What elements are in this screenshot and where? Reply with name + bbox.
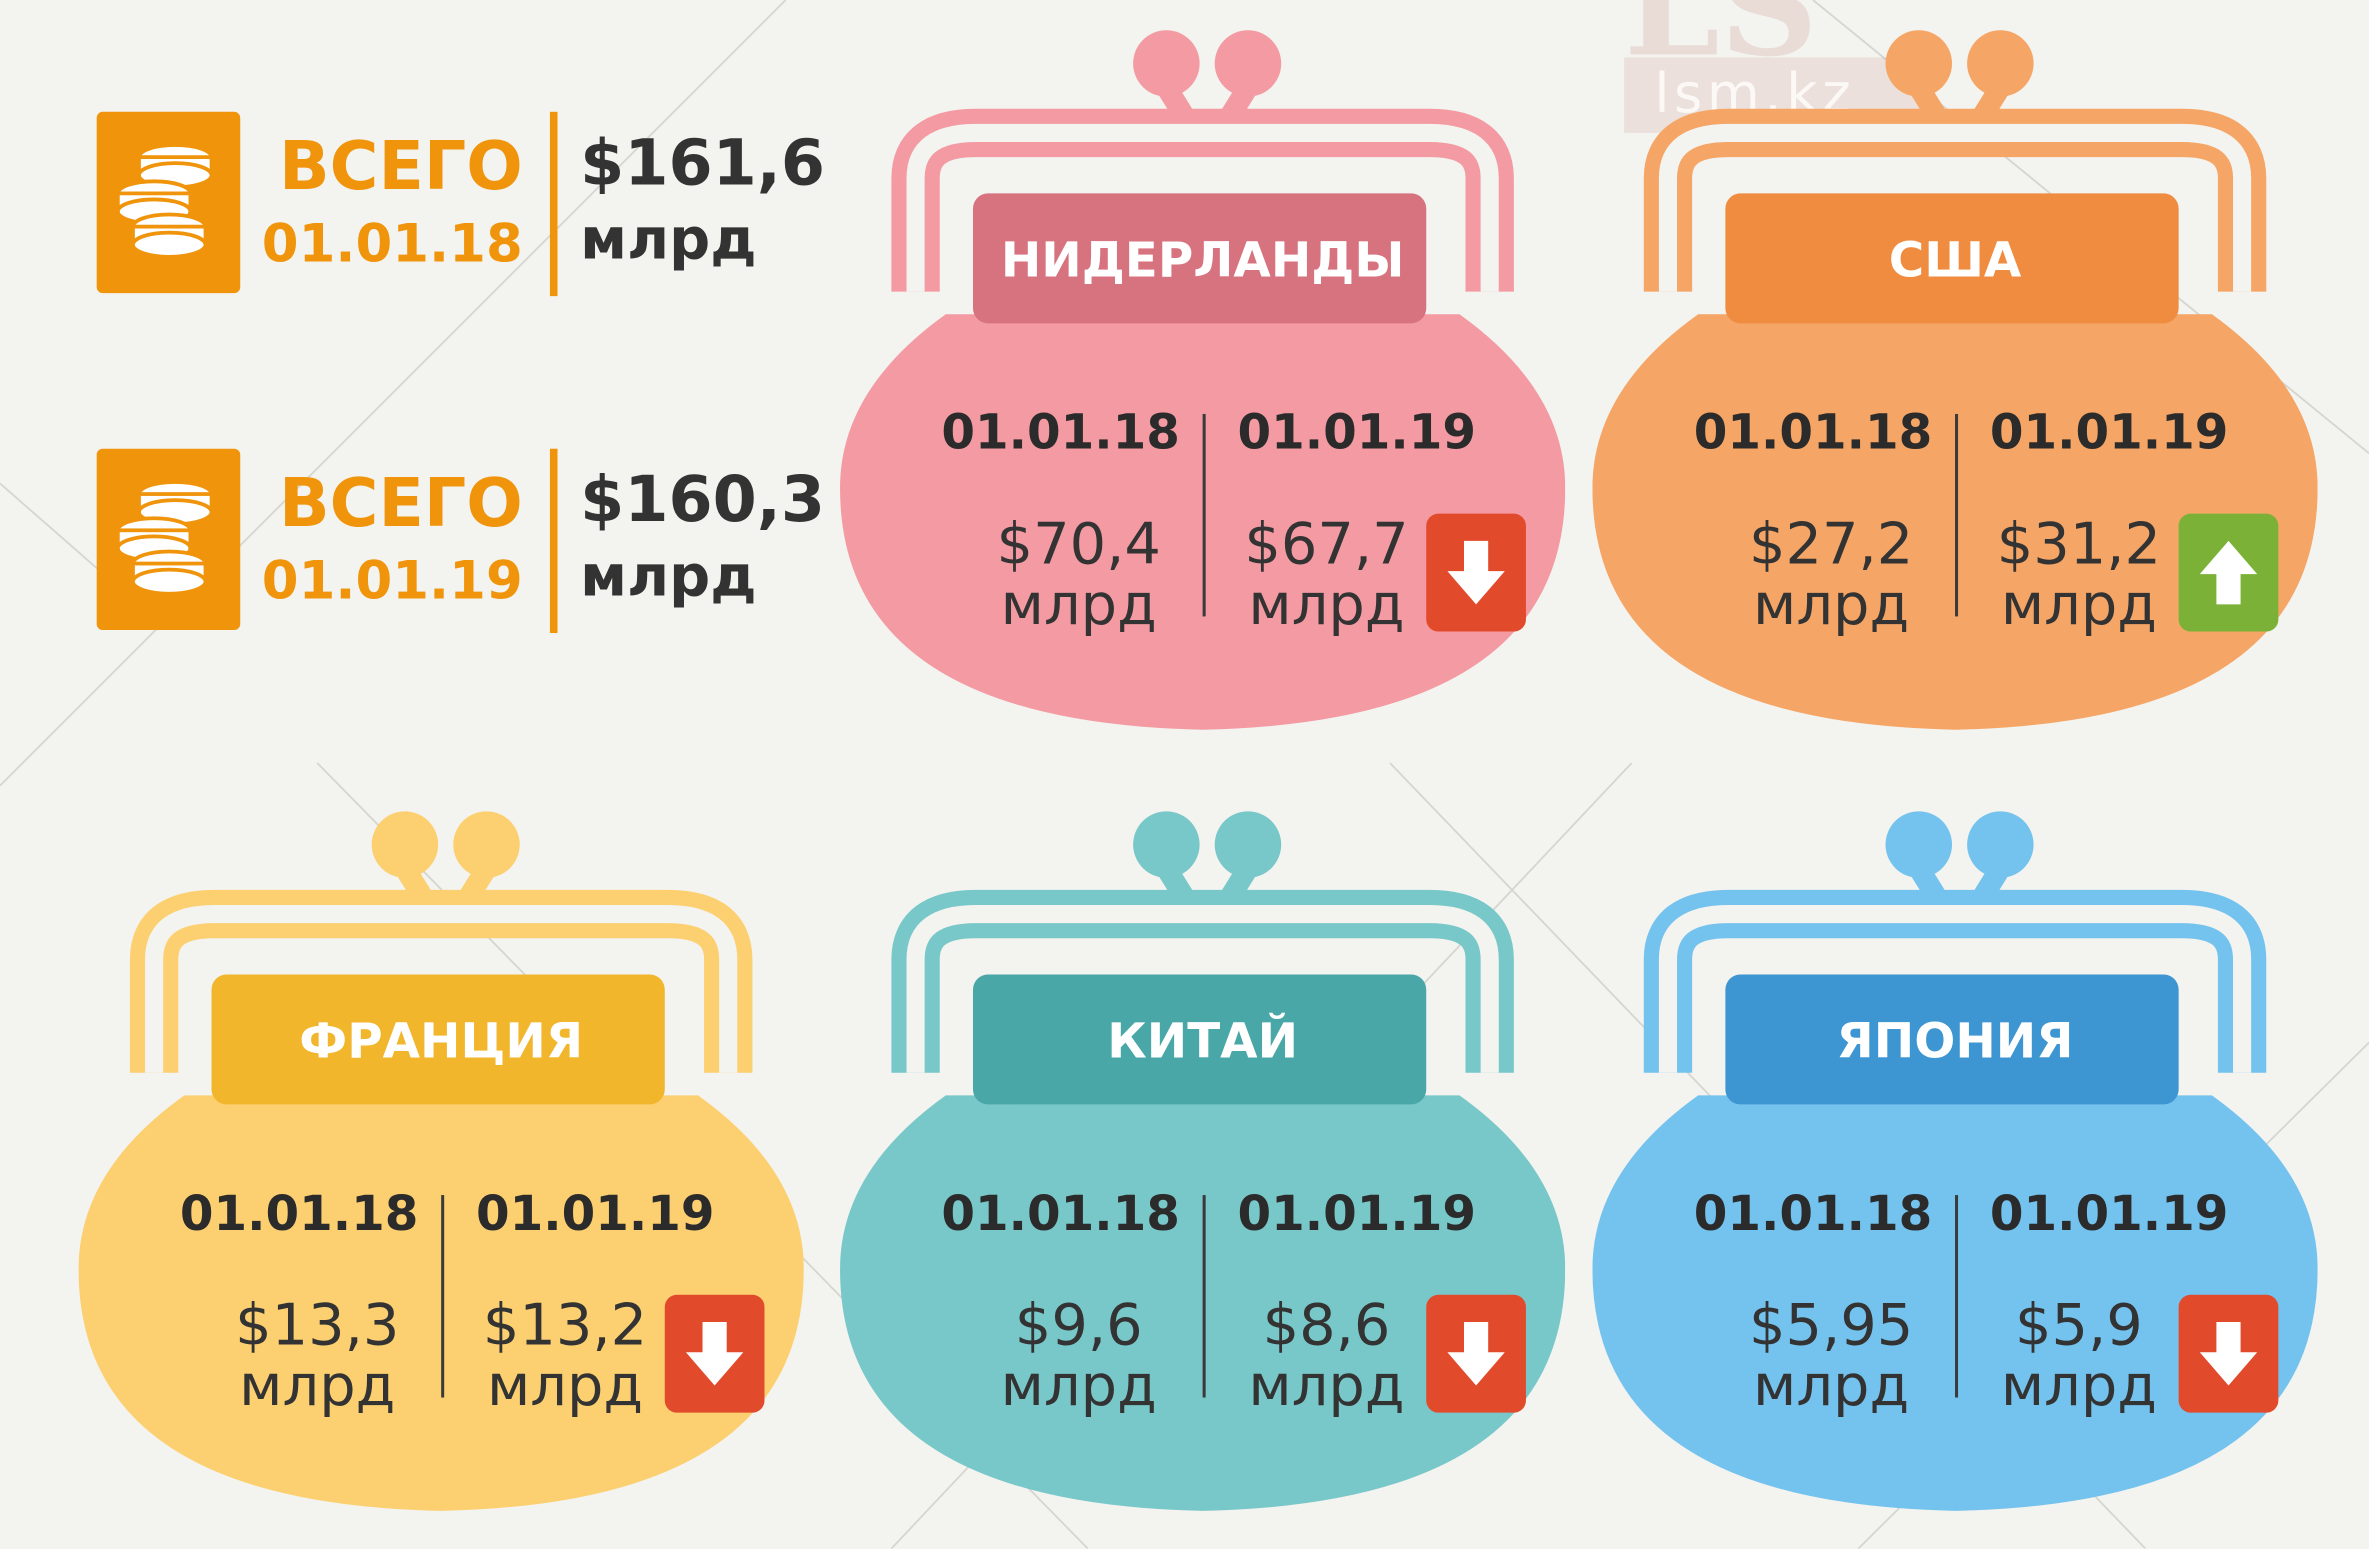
value-2019-unit: млрд	[1248, 1352, 1405, 1419]
value-2018-amount: $70,4	[996, 510, 1161, 578]
value-2019: $67,7 млрд	[1191, 514, 1463, 635]
total-label: ВСЕГО	[279, 465, 523, 543]
value-2018-amount: $5,95	[1748, 1291, 1914, 1359]
purse-china: КИТАЙ 01.01.18 01.01.19 $9,6 млрд $8,6 м…	[840, 808, 1566, 1533]
value-2018: $70,4 млрд	[943, 514, 1215, 635]
country-name: США	[1888, 231, 2022, 289]
value-2019: $31,2 млрд	[1943, 514, 2215, 635]
purse-france: ФРАНЦИЯ 01.01.18 01.01.19 $13,3 млрд $13…	[78, 808, 804, 1533]
value-2019-amount: $31,2	[1996, 510, 2162, 578]
total-date: 01.01.19	[261, 551, 523, 612]
value-2019-unit: млрд	[2000, 1352, 2157, 1419]
total-amount: $160,3	[580, 462, 826, 537]
value-2019-unit: млрд	[486, 1352, 644, 1419]
date-2019: 01.01.19	[1237, 1184, 1477, 1242]
column-divider	[1202, 1195, 1206, 1398]
arrow-up-icon	[2178, 513, 2279, 632]
date-2019: 01.01.19	[1989, 403, 2229, 461]
total-unit: млрд	[580, 205, 757, 272]
purse-netherlands: НИДЕРЛАНДЫ 01.01.18 01.01.19 $70,4 млрд …	[840, 27, 1566, 752]
value-2018: $13,3 млрд	[181, 1295, 453, 1416]
date-2018: 01.01.18	[1693, 1184, 1933, 1242]
date-2018: 01.01.18	[179, 1184, 419, 1242]
country-name: НИДЕРЛАНДЫ	[1000, 231, 1405, 289]
value-2019: $13,2 млрд	[429, 1295, 701, 1416]
value-2019-amount: $67,7	[1244, 510, 1409, 578]
purse-shape	[1592, 30, 2318, 730]
purse-shape	[840, 30, 1566, 730]
value-2019-unit: млрд	[1248, 571, 1405, 638]
arrow-down-icon	[2178, 1294, 2279, 1413]
purse-shape	[78, 811, 804, 1511]
total-2018: ВСЕГО 01.01.18 $161,6 млрд	[96, 111, 825, 297]
column-divider	[1955, 1195, 1959, 1398]
value-2018-unit: млрд	[1000, 1352, 1157, 1419]
total-date: 01.01.18	[261, 214, 523, 275]
total-2019: ВСЕГО 01.01.19 $160,3 млрд	[96, 448, 825, 634]
total-label: ВСЕГО	[279, 128, 523, 206]
arrow-down-icon	[664, 1294, 765, 1413]
arrow-down-icon	[1426, 1294, 1526, 1413]
value-2018-unit: млрд	[239, 1352, 396, 1419]
total-divider	[549, 448, 558, 634]
value-2018-unit: млрд	[1000, 571, 1157, 638]
value-2019-amount: $5,9	[2014, 1291, 2143, 1359]
date-2018: 01.01.18	[941, 403, 1180, 461]
watermark-logo: LS	[1624, 0, 1818, 88]
country-name: ЯПОНИЯ	[1836, 1012, 2074, 1070]
total-unit: млрд	[580, 542, 757, 609]
value-2018-unit: млрд	[1753, 571, 1910, 638]
value-2018-amount: $13,3	[235, 1291, 400, 1359]
column-divider	[1202, 413, 1206, 617]
value-2019: $8,6 млрд	[1191, 1295, 1463, 1416]
date-2019: 01.01.19	[1237, 403, 1477, 461]
value-2018-amount: $9,6	[1014, 1291, 1143, 1359]
date-2018: 01.01.18	[941, 1184, 1180, 1242]
value-2018-amount: $27,2	[1748, 510, 1914, 578]
coins-icon	[96, 111, 241, 294]
purse-usa: США 01.01.18 01.01.19 $27,2 млрд $31,2 м…	[1592, 27, 2318, 752]
total-amount: $161,6	[580, 125, 826, 200]
arrow-down-icon	[1426, 513, 1526, 632]
purse-japan: ЯПОНИЯ 01.01.18 01.01.19 $5,95 млрд $5,9…	[1592, 808, 2318, 1533]
column-divider	[1955, 413, 1959, 617]
value-2018: $9,6 млрд	[943, 1295, 1215, 1416]
value-2018: $5,95 млрд	[1695, 1295, 1967, 1416]
date-2019: 01.01.19	[475, 1184, 715, 1242]
purse-shape	[840, 811, 1566, 1511]
date-2019: 01.01.19	[1989, 1184, 2229, 1242]
date-2018: 01.01.18	[1693, 403, 1933, 461]
value-2019-amount: $8,6	[1262, 1291, 1391, 1359]
value-2019-unit: млрд	[2000, 571, 2157, 638]
country-name: КИТАЙ	[1107, 1012, 1299, 1070]
total-divider	[549, 111, 558, 297]
value-2019-amount: $13,2	[482, 1291, 648, 1359]
value-2019: $5,9 млрд	[1943, 1295, 2215, 1416]
coins-icon	[96, 448, 241, 631]
country-name: ФРАНЦИЯ	[299, 1012, 584, 1070]
value-2018-unit: млрд	[1753, 1352, 1910, 1419]
purse-shape	[1592, 811, 2318, 1511]
column-divider	[441, 1195, 445, 1398]
value-2018: $27,2 млрд	[1695, 514, 1967, 635]
